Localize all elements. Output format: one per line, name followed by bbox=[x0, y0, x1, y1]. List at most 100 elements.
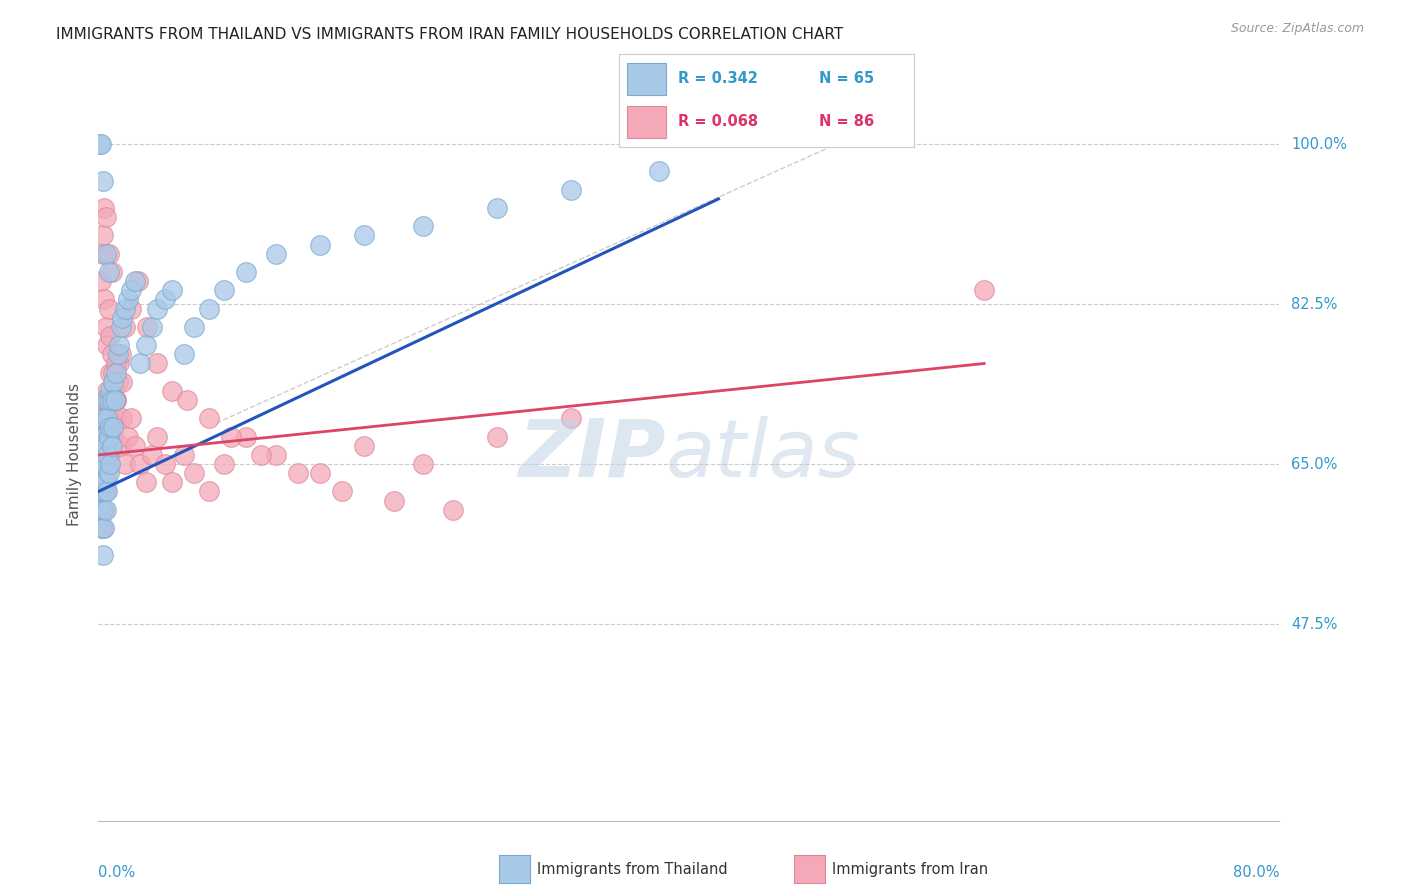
Point bbox=[91, 521, 114, 535]
Point bbox=[560, 183, 582, 197]
Text: atlas: atlas bbox=[665, 416, 860, 494]
Point bbox=[198, 484, 221, 499]
Point bbox=[162, 284, 183, 298]
Point bbox=[103, 420, 125, 434]
Point bbox=[89, 393, 111, 408]
Point bbox=[141, 319, 163, 334]
Point bbox=[441, 503, 464, 517]
Point bbox=[124, 439, 146, 453]
Text: 65.0%: 65.0% bbox=[1291, 457, 1337, 472]
Point bbox=[111, 375, 134, 389]
Point bbox=[141, 448, 163, 462]
Point bbox=[219, 429, 242, 443]
Point bbox=[93, 484, 115, 499]
Y-axis label: Family Households: Family Households bbox=[67, 384, 83, 526]
Point bbox=[104, 393, 127, 408]
Point bbox=[98, 457, 121, 471]
Point bbox=[264, 247, 287, 261]
Point bbox=[117, 429, 139, 443]
Point bbox=[100, 439, 122, 453]
Point bbox=[96, 484, 118, 499]
Text: Source: ZipAtlas.com: Source: ZipAtlas.com bbox=[1230, 22, 1364, 36]
Text: 82.5%: 82.5% bbox=[1291, 296, 1337, 311]
Point bbox=[111, 411, 134, 425]
Bar bbox=[627, 106, 666, 138]
Point bbox=[412, 219, 434, 234]
Point bbox=[103, 429, 125, 443]
Point bbox=[114, 301, 136, 316]
Point bbox=[97, 429, 120, 443]
Point bbox=[120, 301, 142, 316]
Point bbox=[120, 284, 142, 298]
Point bbox=[103, 384, 125, 398]
Point bbox=[173, 448, 195, 462]
Point bbox=[100, 265, 122, 279]
Text: 0.0%: 0.0% bbox=[98, 864, 135, 880]
Point bbox=[91, 503, 114, 517]
Point bbox=[124, 274, 146, 288]
Text: N = 65: N = 65 bbox=[820, 71, 875, 87]
Point bbox=[97, 393, 120, 408]
Point bbox=[105, 356, 128, 371]
Point bbox=[120, 411, 142, 425]
Text: R = 0.342: R = 0.342 bbox=[678, 71, 758, 87]
Point bbox=[93, 503, 115, 517]
Point bbox=[235, 429, 257, 443]
Point bbox=[146, 301, 169, 316]
Point bbox=[100, 439, 122, 453]
Point bbox=[97, 448, 120, 462]
Point bbox=[100, 393, 122, 408]
Point bbox=[93, 201, 115, 215]
Text: ZIP: ZIP bbox=[517, 416, 665, 494]
Point bbox=[114, 319, 136, 334]
Point bbox=[90, 484, 112, 499]
Point bbox=[90, 457, 112, 471]
Point bbox=[105, 393, 128, 408]
Point bbox=[93, 521, 115, 535]
Point bbox=[90, 503, 112, 517]
Point bbox=[146, 429, 169, 443]
Point bbox=[96, 384, 118, 398]
Point bbox=[412, 457, 434, 471]
Text: 100.0%: 100.0% bbox=[1291, 136, 1347, 152]
Point bbox=[135, 475, 157, 490]
Point bbox=[176, 393, 198, 408]
Point bbox=[94, 319, 117, 334]
Point bbox=[162, 384, 183, 398]
Point bbox=[90, 457, 112, 471]
Point bbox=[97, 247, 120, 261]
Point bbox=[96, 429, 118, 443]
Point bbox=[110, 347, 132, 361]
Point bbox=[89, 429, 111, 443]
Point bbox=[135, 338, 157, 352]
Point bbox=[91, 475, 114, 490]
Point bbox=[973, 284, 995, 298]
Point bbox=[91, 247, 114, 261]
Point bbox=[94, 247, 117, 261]
Point bbox=[91, 174, 114, 188]
Point bbox=[94, 439, 117, 453]
Point bbox=[173, 347, 195, 361]
Point bbox=[212, 457, 235, 471]
Point bbox=[111, 310, 134, 325]
Point bbox=[103, 375, 125, 389]
Point bbox=[212, 284, 235, 298]
Point bbox=[93, 293, 115, 307]
Point bbox=[90, 429, 112, 443]
Point bbox=[97, 402, 120, 417]
Point bbox=[97, 301, 120, 316]
Point bbox=[107, 375, 129, 389]
Point bbox=[97, 265, 120, 279]
Point bbox=[98, 457, 121, 471]
Point bbox=[250, 448, 273, 462]
Point bbox=[183, 319, 205, 334]
Text: IMMIGRANTS FROM THAILAND VS IMMIGRANTS FROM IRAN FAMILY HOUSEHOLDS CORRELATION C: IMMIGRANTS FROM THAILAND VS IMMIGRANTS F… bbox=[56, 27, 844, 42]
Point bbox=[96, 467, 118, 481]
Point bbox=[127, 274, 149, 288]
Point bbox=[103, 366, 125, 380]
Point bbox=[105, 366, 128, 380]
Point bbox=[91, 411, 114, 425]
Point bbox=[287, 467, 309, 481]
Point bbox=[91, 549, 114, 563]
Point bbox=[94, 393, 117, 408]
